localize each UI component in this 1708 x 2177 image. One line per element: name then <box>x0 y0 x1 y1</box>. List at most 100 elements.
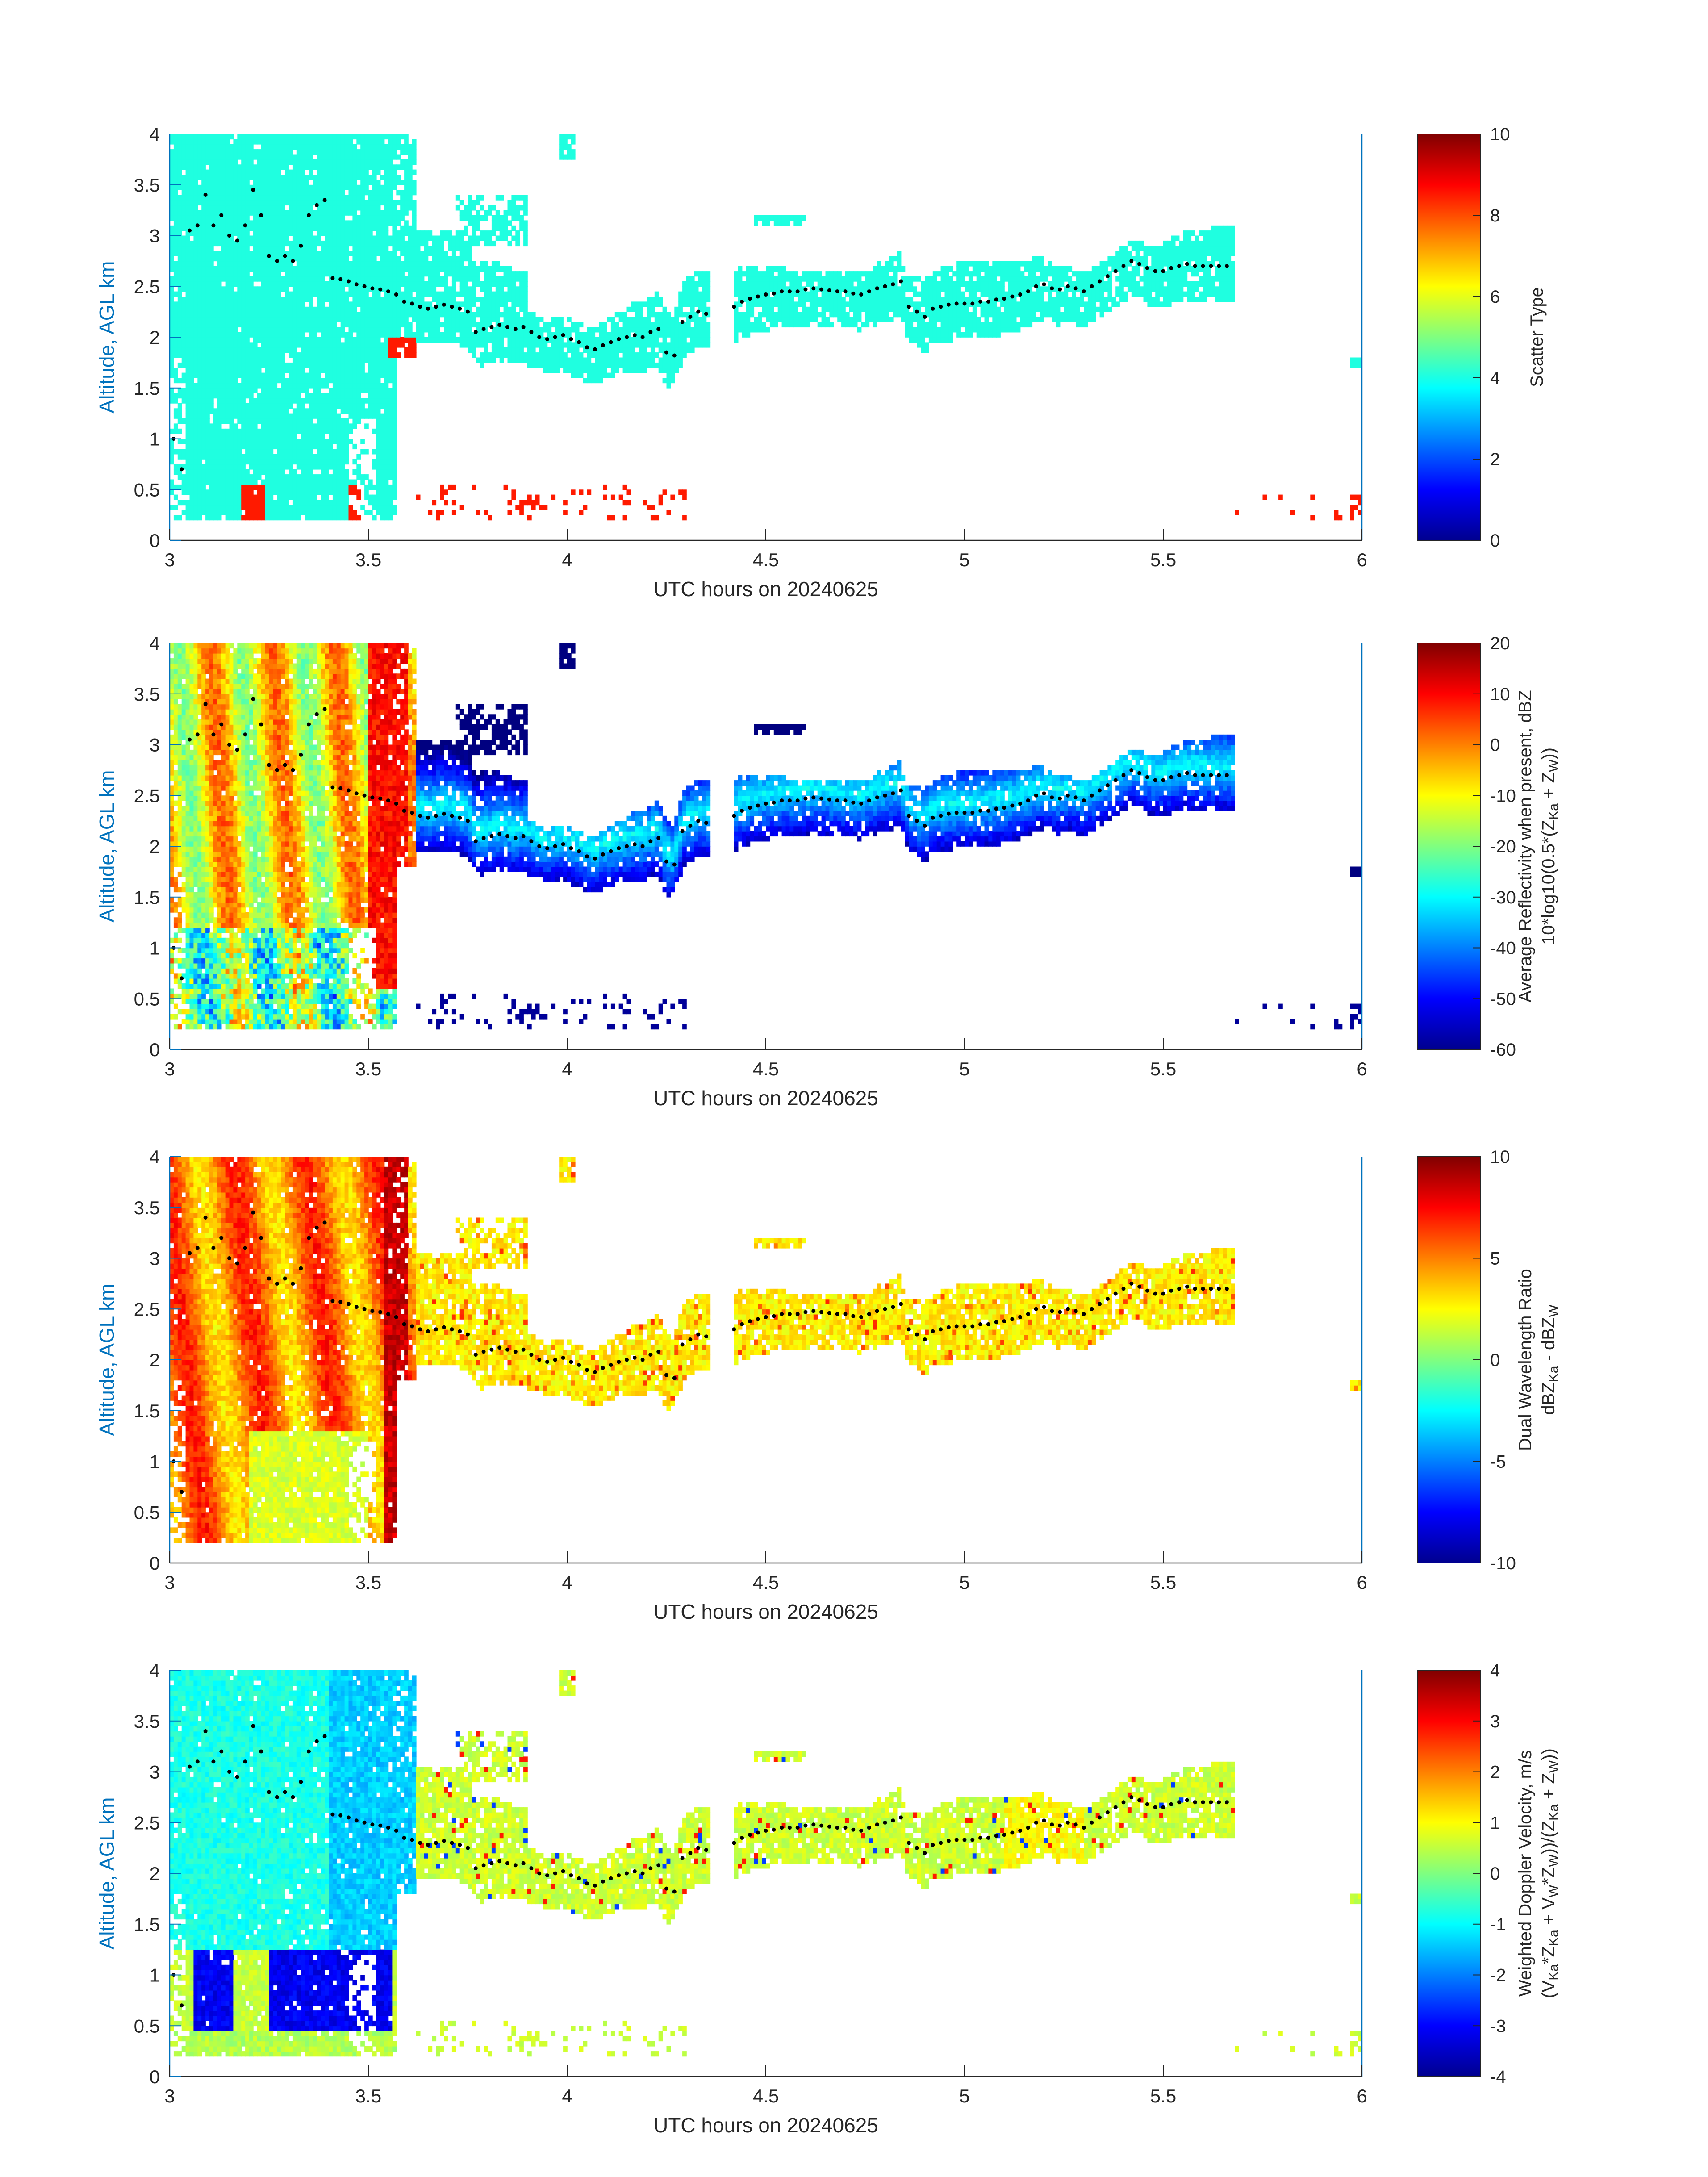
cloud-base-point <box>585 1368 589 1372</box>
cloud-base-point <box>505 1348 509 1352</box>
cloud-base-point <box>315 712 319 716</box>
cloud-base-point <box>891 791 895 795</box>
cloud-base-point <box>664 1887 668 1891</box>
cloud-base-point <box>899 1302 903 1306</box>
x-tick-label: 4.5 <box>753 2085 779 2106</box>
cloud-base-point <box>609 1876 613 1880</box>
cloud-base-point <box>227 743 231 747</box>
cloud-base-point <box>497 832 501 836</box>
cloud-base-point <box>633 1869 637 1873</box>
colorbar-tick-label: -60 <box>1490 1040 1516 1060</box>
cloud-base-point <box>1153 778 1157 782</box>
cloud-base-point <box>529 330 533 334</box>
colorbar-tick-label: 6 <box>1490 287 1500 307</box>
cloud-base-point <box>378 797 382 801</box>
cloud-base-point <box>891 1818 895 1822</box>
cloud-base-point <box>537 1872 541 1876</box>
cloud-base-point <box>601 343 605 347</box>
x-tick-label: 3.5 <box>355 549 381 570</box>
colorbar-tick-label: 4 <box>1490 1661 1500 1680</box>
cloud-base-point <box>474 839 478 843</box>
cloud-base-point <box>931 1329 935 1333</box>
cloud-base-point <box>617 1873 621 1877</box>
cloud-base-point <box>883 1307 887 1311</box>
cloud-base-point <box>625 1872 629 1876</box>
cloud-base-point <box>188 1251 192 1255</box>
cloud-base-point <box>756 1317 760 1321</box>
colorbar-tick-label: -3 <box>1490 2016 1506 2036</box>
cloud-base-point <box>1002 1833 1006 1837</box>
cloud-base-point <box>370 1822 374 1826</box>
cloud-base-point <box>796 1826 800 1830</box>
y-tick-label: 2 <box>150 1350 160 1371</box>
cloud-base-point <box>780 289 784 293</box>
cloud-base-point <box>931 307 935 311</box>
cloud-base-point <box>1026 1312 1030 1316</box>
colorbar-label: Scatter Type <box>1527 287 1547 387</box>
cloud-base-point <box>899 1815 903 1819</box>
cloud-base-point <box>978 809 982 813</box>
cloud-base-point <box>844 798 848 802</box>
heatmap-cells <box>170 1157 1362 1543</box>
cloud-base-point <box>617 337 621 341</box>
cloud-base-point <box>347 788 351 792</box>
cloud-base-point <box>1225 773 1229 777</box>
y-tick-label: 4 <box>150 1660 160 1681</box>
cloud-base-point <box>617 1360 621 1364</box>
cloud-base-point <box>835 289 839 293</box>
cloud-base-point <box>211 223 215 227</box>
cloud-base-point <box>648 1353 652 1357</box>
cloud-base-point <box>251 697 255 701</box>
cloud-base-point <box>672 863 677 867</box>
cloud-base-point <box>537 1358 541 1362</box>
cloud-base-point <box>275 768 279 772</box>
x-tick-label: 5 <box>959 1058 969 1079</box>
cloud-base-point <box>1217 264 1221 268</box>
cloud-base-point <box>450 814 454 818</box>
cloud-base-point <box>489 1348 493 1352</box>
cloud-base-point <box>1169 266 1173 270</box>
cloud-base-point <box>505 834 509 838</box>
cloud-base-point <box>641 1358 645 1362</box>
cloud-base-point <box>970 301 974 305</box>
x-tick-label: 3 <box>164 1572 175 1593</box>
cloud-base-point <box>434 814 438 818</box>
cloud-base-point <box>188 1765 192 1769</box>
cloud-base-point <box>426 307 430 311</box>
cloud-base-point <box>907 1841 911 1845</box>
cloud-base-point <box>522 834 526 838</box>
cloud-base-point <box>1193 773 1197 777</box>
cloud-base-point <box>648 330 652 334</box>
cloud-base-point <box>1002 1319 1006 1323</box>
cloud-base-point <box>835 798 839 802</box>
cloud-base-point <box>875 1309 879 1313</box>
cloud-base-point <box>859 802 863 806</box>
cloud-base-point <box>259 1236 263 1240</box>
cloud-base-point <box>394 292 398 297</box>
cloud-base-point <box>315 1739 319 1743</box>
cloud-base-point <box>1177 1287 1181 1291</box>
y-tick-label: 3 <box>150 226 160 247</box>
cloud-base-point <box>251 1724 255 1728</box>
cloud-base-point <box>227 234 231 238</box>
y-tick-label: 4 <box>150 1146 160 1167</box>
cloud-base-point <box>1145 775 1149 779</box>
cloud-base-point <box>1026 1826 1030 1830</box>
cloud-base-point <box>363 284 367 288</box>
cloud-base-point <box>732 305 736 309</box>
cloud-base-point <box>577 1876 581 1880</box>
cloud-base-point <box>656 1350 660 1354</box>
cloud-base-point <box>434 1327 438 1331</box>
cloud-base-point <box>1050 795 1054 799</box>
cloud-base-point <box>609 1363 613 1367</box>
colorbar-tick-label: 10 <box>1490 685 1510 704</box>
cloud-base-point <box>482 1863 486 1867</box>
cloud-base-point <box>1169 1802 1173 1806</box>
cloud-base-point <box>466 1333 470 1337</box>
cloud-base-point <box>330 276 334 280</box>
cloud-base-point <box>1122 1287 1126 1291</box>
cloud-base-point <box>188 229 192 233</box>
cloud-base-point <box>994 1320 998 1324</box>
